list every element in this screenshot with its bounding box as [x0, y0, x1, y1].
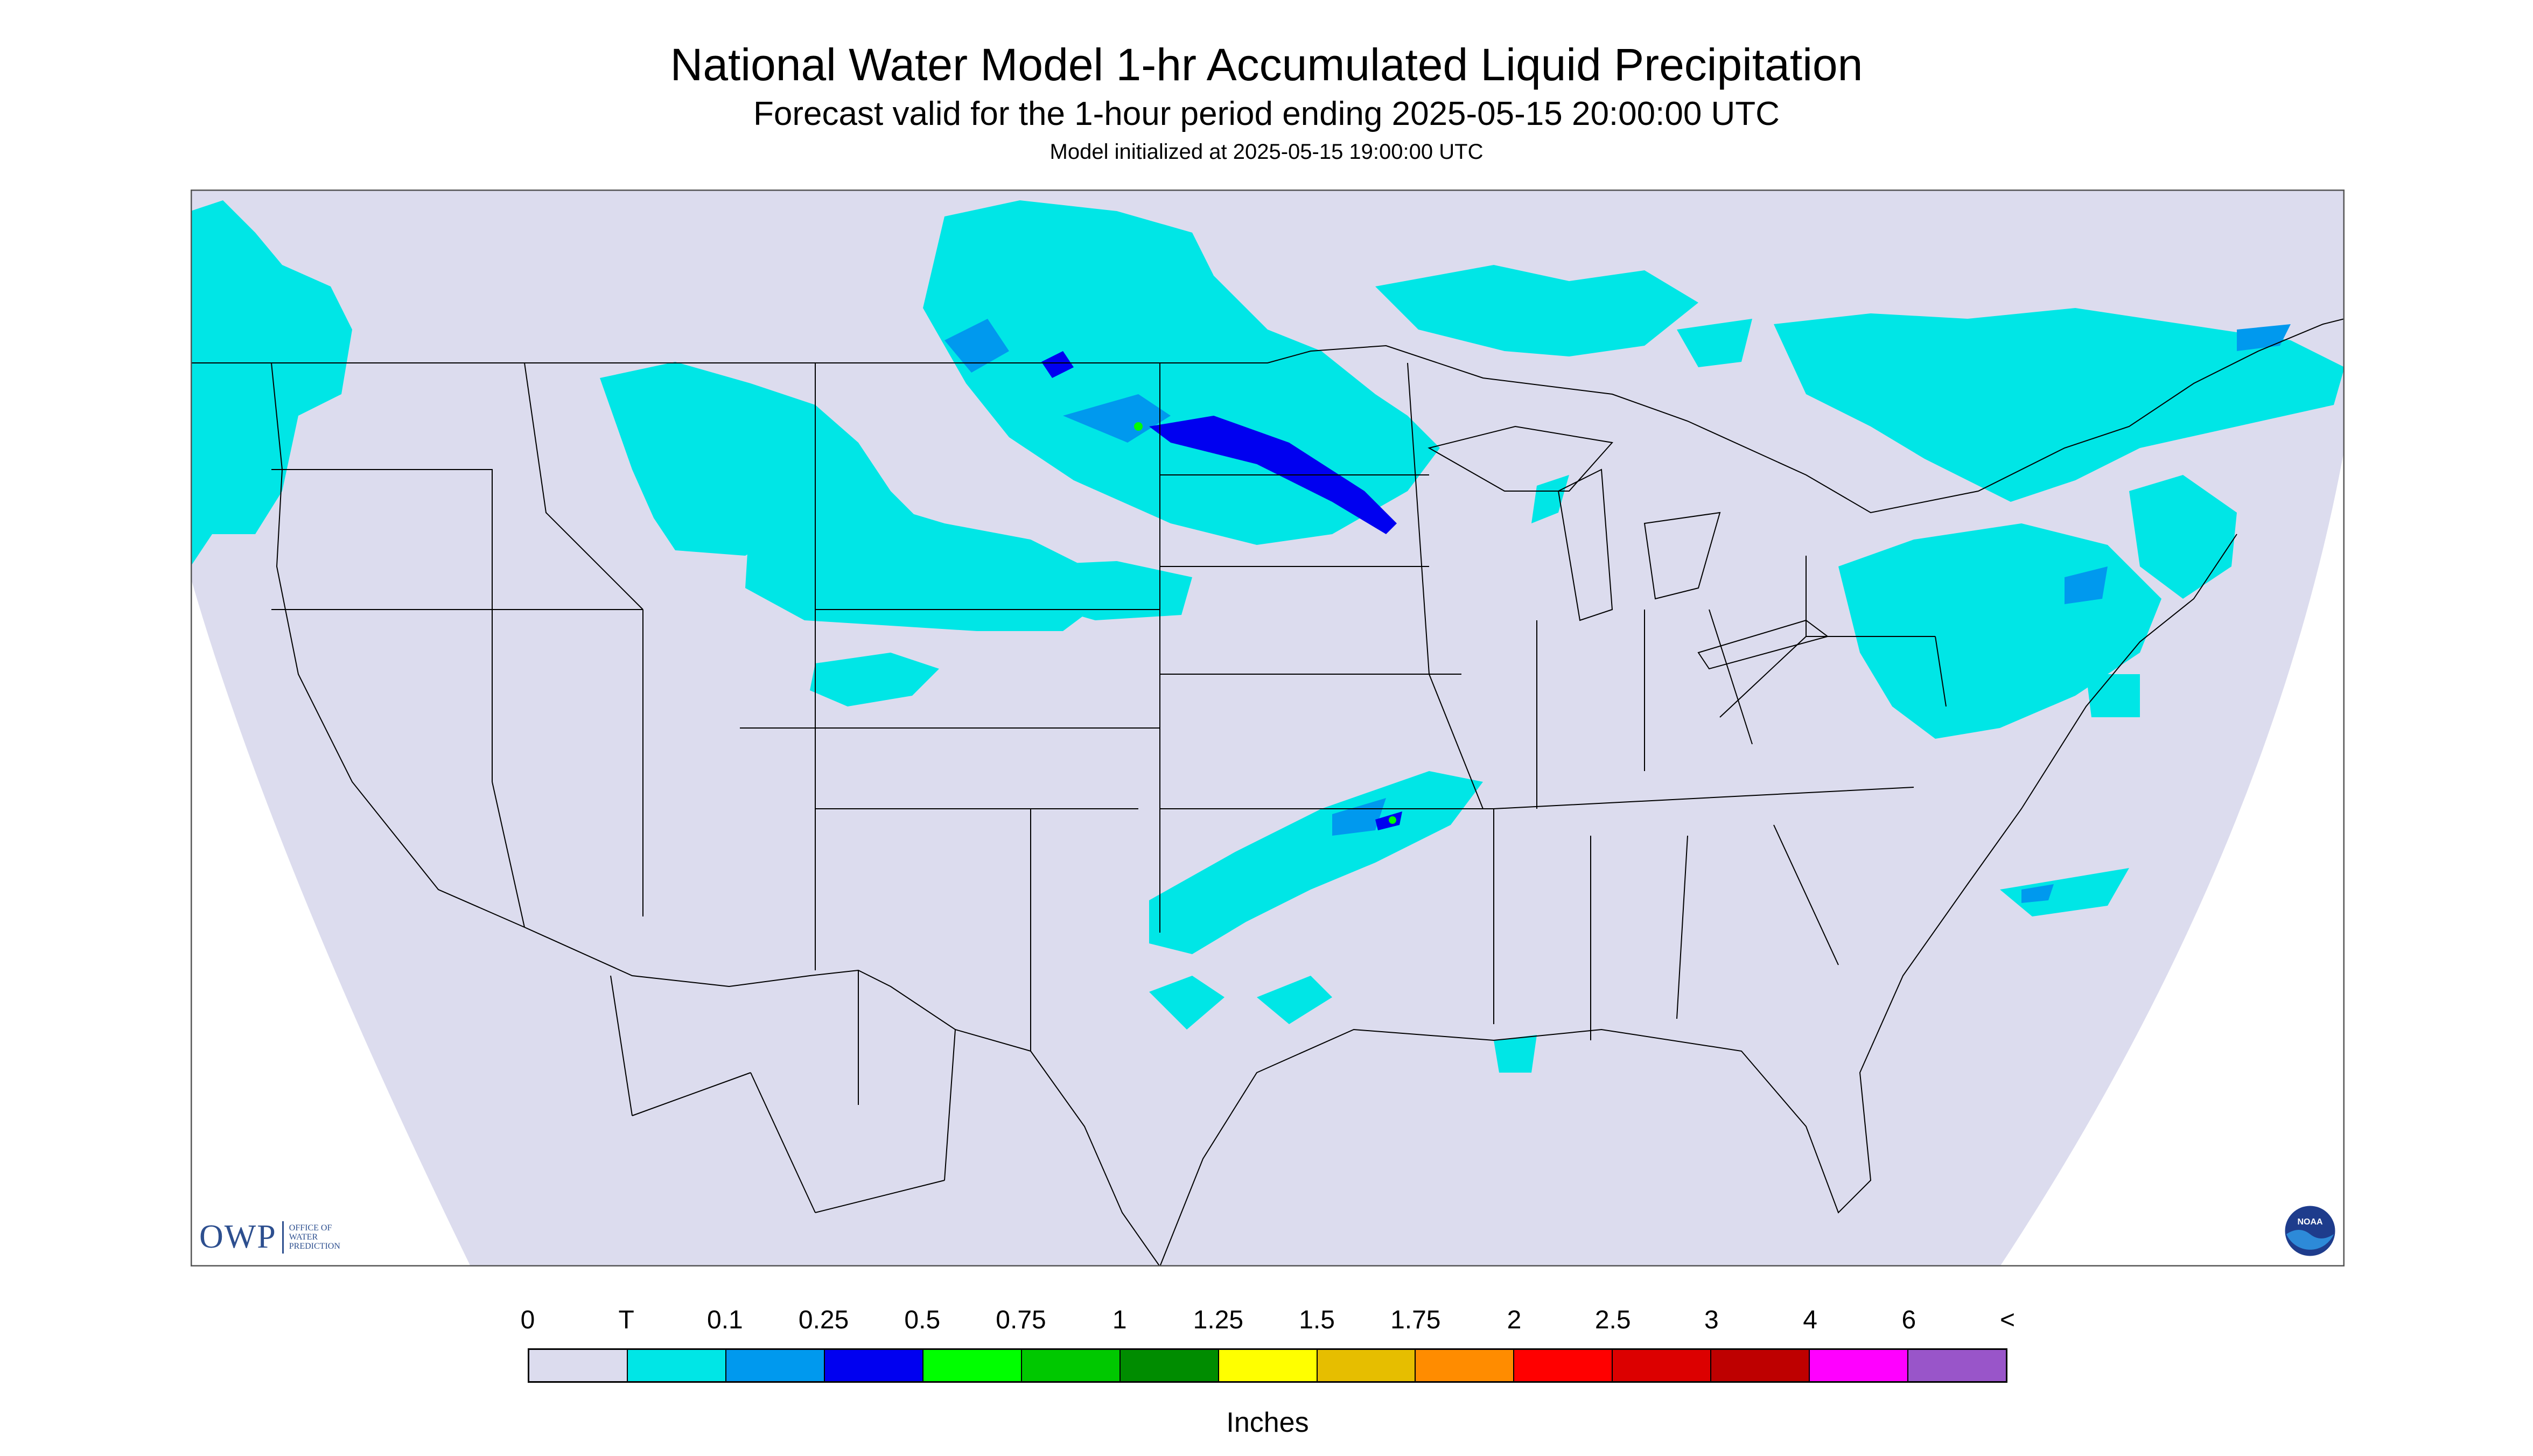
noaa-logo-text: NOAA	[2297, 1217, 2323, 1227]
legend-swatch-9	[1416, 1350, 1515, 1381]
legend-label-13: 4	[1803, 1306, 1817, 1334]
legend-color-bar	[528, 1348, 2007, 1383]
legend-label-14: 6	[1901, 1306, 1916, 1334]
noaa-logo: NOAA	[2283, 1204, 2337, 1258]
owp-logo-text: OWP	[199, 1219, 277, 1255]
legend-label-9: 1.75	[1390, 1306, 1441, 1334]
coastline-gulf-atlantic	[1159, 534, 2237, 1266]
legend-swatch-12	[1711, 1350, 1810, 1381]
precip-dark-blue-areas	[1041, 351, 1402, 830]
precip-0.5-cell-arkansas	[1389, 816, 1396, 824]
legend-label-12: 3	[1704, 1306, 1719, 1334]
state-lines-east	[1493, 556, 1947, 1040]
legend-label-8: 1.5	[1299, 1306, 1335, 1334]
precip-0.1-dakotas	[1063, 394, 1171, 443]
legend-swatch-1	[627, 1350, 726, 1381]
legend-swatch-10	[1514, 1350, 1613, 1381]
precip-texas-scattered	[1149, 976, 1224, 1030]
owp-logo-line-2: WATER	[289, 1233, 318, 1242]
owp-logo-line-1: OFFICE OF	[289, 1223, 332, 1233]
owp-logo: OWP OFFICE OF WATER PREDICTION	[199, 1218, 340, 1256]
legend-swatch-4	[923, 1350, 1022, 1381]
legend-swatch-6	[1120, 1350, 1219, 1381]
legend-label-5: 0.75	[996, 1306, 1046, 1334]
precip-light-blue-areas	[944, 319, 2291, 903]
legend-label-2: 0.1	[707, 1306, 743, 1334]
political-boundaries	[191, 318, 2345, 1266]
precip-colorado-south	[810, 653, 939, 706]
owp-logo-line-3: PREDICTION	[289, 1242, 340, 1251]
precip-carolina-offshore	[2000, 868, 2129, 916]
owp-logo-divider	[282, 1221, 284, 1254]
precip-atlantic-offshore	[2086, 674, 2140, 717]
precip-trace-areas	[191, 200, 2345, 1073]
precipitation-map	[191, 190, 2345, 1266]
state-lines-central	[1159, 362, 1494, 1024]
legend-swatch-5	[1021, 1350, 1121, 1381]
precip-new-england	[2129, 475, 2237, 599]
legend-label-6: 1	[1112, 1306, 1127, 1334]
precip-quebec	[1774, 308, 2345, 502]
noaa-logo-ring	[2283, 1204, 2337, 1258]
precip-gulf-coast	[1494, 1035, 1537, 1073]
precip-0.25-arkansas	[1375, 811, 1402, 830]
precip-0.1-newyork	[2065, 566, 2108, 604]
precip-0.1-quebec	[2237, 324, 2291, 351]
mexico-state-lines	[610, 970, 956, 1213]
owp-logo-subtext: OFFICE OF WATER PREDICTION	[289, 1223, 340, 1251]
precip-0.25-montana	[1041, 351, 1074, 378]
legend-label-7: 1.25	[1193, 1306, 1244, 1334]
legend-swatch-0	[529, 1350, 628, 1381]
legend-label-10: 2	[1507, 1306, 1522, 1334]
legend-swatch-13	[1810, 1350, 1909, 1381]
legend-swatch-3	[824, 1350, 923, 1381]
precip-montana-plains	[998, 561, 1192, 620]
precip-michigan	[1531, 475, 1569, 523]
legend-swatch-8	[1317, 1350, 1416, 1381]
precip-0.1-offshore	[2021, 884, 2054, 903]
precip-colorado-rockies	[745, 491, 1106, 631]
precip-0.25-dakotas-band	[1149, 416, 1397, 534]
us-mexico-border	[524, 927, 1160, 1266]
legend-swatch-14	[1908, 1350, 2006, 1381]
state-lines-west	[271, 362, 1160, 1051]
legend-label-0: 0	[520, 1306, 535, 1334]
legend-label-1: T	[618, 1306, 634, 1334]
precip-ontario	[1375, 265, 1698, 356]
coastline-pacific	[271, 362, 525, 928]
legend-swatch-11	[1613, 1350, 1712, 1381]
precip-pacific-northwest	[191, 200, 352, 566]
legend-swatch-7	[1219, 1350, 1318, 1381]
forecast-valid-time: Forecast valid for the 1-hour period end…	[753, 95, 1780, 132]
precipitation-legend: 0 T 0.1 0.25 0.5 0.75 1 1.25 1.5 1.75 2 2.5 3 4 6 < Inc…	[521, 1292, 2015, 1454]
precip-green-cells	[1134, 422, 1396, 824]
legend-label-4: 0.5	[904, 1306, 941, 1334]
us-canada-border	[191, 318, 2345, 514]
legend-units: Inches	[1226, 1407, 1309, 1438]
noaa-logo-wave	[2286, 1230, 2334, 1250]
precip-ontario-east	[1677, 319, 1752, 367]
map-title: National Water Model 1-hr Accumulated Li…	[670, 39, 1863, 90]
legend-label-11: 2.5	[1594, 1306, 1631, 1334]
great-lakes-outline	[1428, 425, 1829, 670]
precip-0.1-arkansas	[1332, 798, 1386, 836]
map-frame	[191, 190, 2345, 1266]
precip-0.5-cell-dakotas	[1134, 422, 1143, 431]
legend-label-15: <	[1999, 1306, 2016, 1334]
legend-swatch-2	[726, 1350, 825, 1381]
precip-texas-coast	[1257, 976, 1332, 1024]
legend-label-3: 0.25	[798, 1306, 849, 1334]
precip-0.1-montana	[944, 319, 1009, 373]
model-init-time: Model initialized at 2025-05-15 19:00:00…	[1049, 140, 1484, 164]
